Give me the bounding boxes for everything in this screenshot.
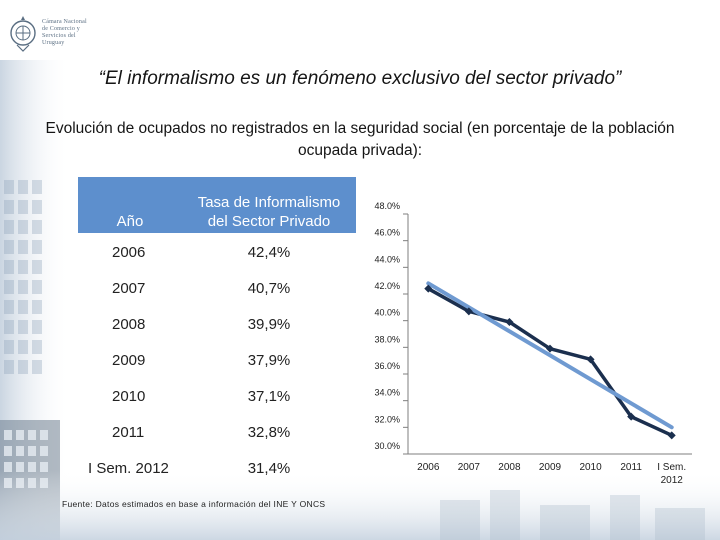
y-tick-label: 38.0% [374,334,400,344]
series-line [427,287,673,437]
cell-rate: 31,4% [247,459,291,477]
cell-rate: 39,9% [247,315,291,333]
table-row: 2008 39,9% [78,305,356,341]
crest-icon [10,16,36,52]
y-tick-label: 30.0% [374,441,400,451]
y-tick-label: 40.0% [374,308,400,318]
data-point-marker [586,355,595,364]
x-tick-label: I Sem. 2012 [657,462,686,486]
x-tick-label: 2006 [417,462,440,473]
informality-line-chart: 30.0% 32.0% 34.0% 36.0% 38.0% 40.0% 42.0% 44.0%… [374,201,692,486]
source-note: Fuente: Datos estimados en base a inform… [62,499,326,509]
data-point-marker [464,307,473,316]
y-tick-label: 32.0% [374,414,400,424]
y-tick-label: 48.0% [374,201,400,211]
data-point-marker [627,412,636,421]
header-year: Año [78,177,182,233]
y-tick-label: 46.0% [374,228,400,238]
y-tick-label: 36.0% [374,361,400,371]
data-point-marker [505,318,514,326]
table-header-row: Año Tasa de Informalismo del Sector Priv… [78,177,356,233]
table-row: 2006 42,4% [78,233,356,269]
chamber-logo: Cámara Nacional de Comercio y Servicios … [8,8,138,58]
header-rate: Tasa de Informalismo del Sector Privado [182,177,356,233]
y-tick-label: 44.0% [374,254,400,264]
cell-year: 2010 [112,387,146,405]
table-row: 2009 37,9% [78,341,356,377]
logo-text: Cámara Nacional de Comercio y Servicios … [42,19,87,46]
cell-year: 2008 [112,315,146,333]
cell-year: 2011 [112,423,145,441]
cell-rate: 32,8% [247,423,291,441]
y-tick-label: 42.0% [374,281,400,291]
cell-year: 2006 [112,243,146,261]
table-row: 2011 32,8% [78,413,356,449]
cell-year: 2007 [112,279,146,297]
trend-line [426,281,674,430]
table-row: I Sem. 2012 31,4% [78,449,356,485]
x-tick-label: 2008 [498,462,521,473]
cell-rate: 42,4% [247,243,291,261]
table-row: 2007 40,7% [78,269,356,305]
cell-rate: 37,1% [247,387,291,405]
cell-year: I Sem. 2012 [88,459,169,477]
cell-rate: 40,7% [247,279,291,297]
cell-year: 2009 [112,351,146,369]
y-tick-label: 34.0% [374,388,400,398]
data-point-marker [667,431,676,440]
cell-rate: 37,9% [247,351,291,369]
slide-quote: “El informalismo es un fenómeno exclusiv… [98,68,622,89]
table-row: 2010 37,1% [78,377,356,413]
informality-table: Año Tasa de Informalismo del Sector Priv… [78,177,356,485]
x-tick-label: 2007 [458,462,481,473]
data-point-marker [424,284,433,293]
x-tick-label: 2010 [579,462,602,473]
x-tick-label: 2011 [620,462,642,473]
data-point-marker [546,344,554,353]
x-tick-label: 2009 [539,462,562,473]
slide-subtitle: Evolución de ocupados no registrados en … [45,120,675,159]
